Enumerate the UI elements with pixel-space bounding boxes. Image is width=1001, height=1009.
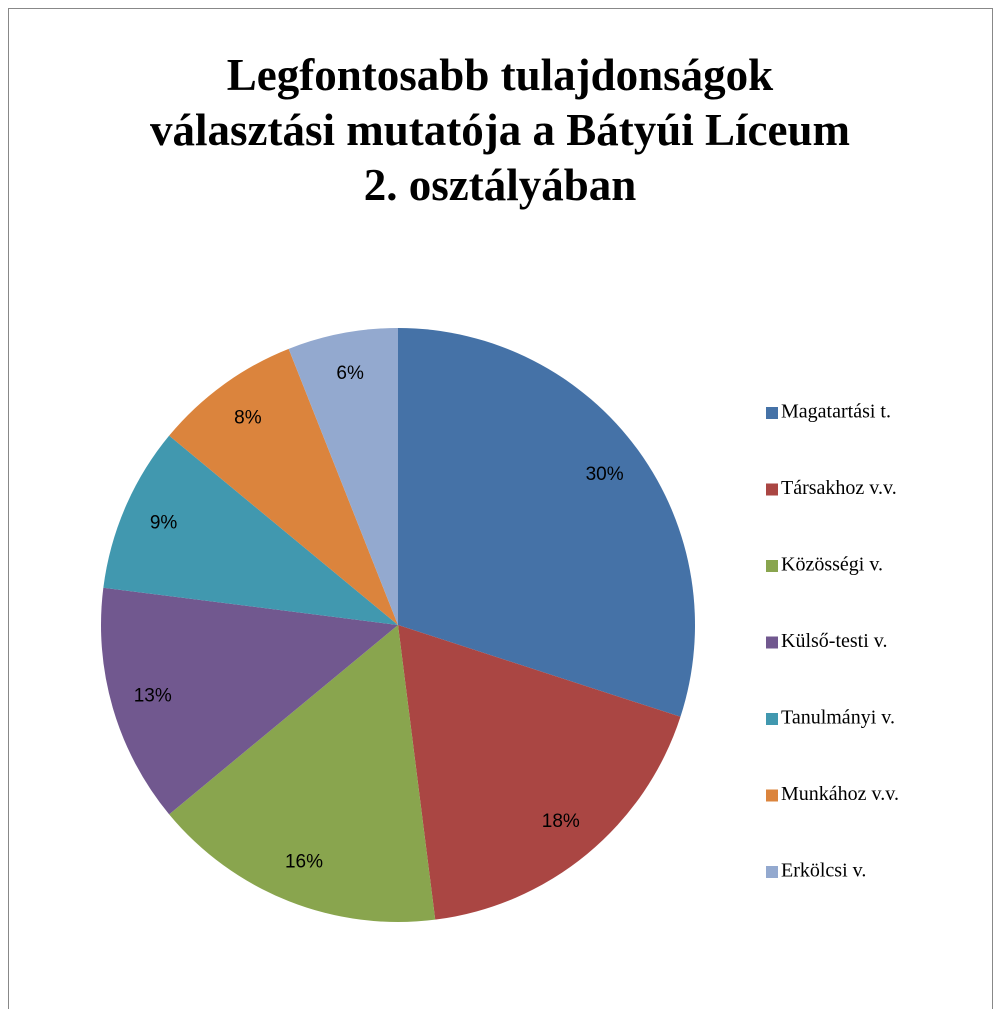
pie-slice <box>101 587 399 815</box>
data-label: 9% <box>150 513 178 534</box>
data-label: 13% <box>134 685 172 706</box>
pie-slice <box>398 625 681 920</box>
pie-slice <box>288 328 398 625</box>
pie-slice <box>169 625 436 922</box>
data-label: 18% <box>542 811 580 832</box>
legend-label: Erkölcsi v. <box>781 860 866 882</box>
data-label: 8% <box>234 407 262 428</box>
legend-swatch <box>766 560 778 572</box>
legend-label: Magatartási t. <box>781 401 891 423</box>
legend-swatch <box>766 483 778 496</box>
legend-label: Külső-testi v. <box>781 630 887 652</box>
pie-slice <box>169 348 398 625</box>
legend-swatch <box>766 789 778 802</box>
legend-label: Munkához v.v. <box>781 783 899 805</box>
legend-label: Közösségi v. <box>781 554 883 576</box>
chart-title: választási mutatója a Bátyúi Líceum <box>150 105 850 155</box>
pie-slice <box>103 435 399 625</box>
chart-title: 2. osztályában <box>364 160 637 210</box>
data-label: 30% <box>586 464 624 485</box>
legend-swatch <box>766 866 778 878</box>
data-label: 6% <box>336 363 364 384</box>
pie-slice <box>398 328 696 717</box>
chart-title: Legfontosabb tulajdonságok <box>227 50 773 100</box>
legend-label: Tanulmányi v. <box>781 707 895 729</box>
legend-swatch <box>766 713 778 725</box>
legend-label: Társakhoz v.v. <box>781 477 897 499</box>
legend-swatch <box>766 407 778 419</box>
legend-swatch <box>766 636 778 649</box>
data-label: 16% <box>285 851 323 872</box>
